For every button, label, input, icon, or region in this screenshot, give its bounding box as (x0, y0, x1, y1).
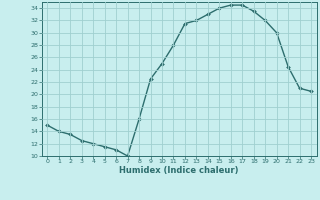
X-axis label: Humidex (Indice chaleur): Humidex (Indice chaleur) (119, 166, 239, 175)
